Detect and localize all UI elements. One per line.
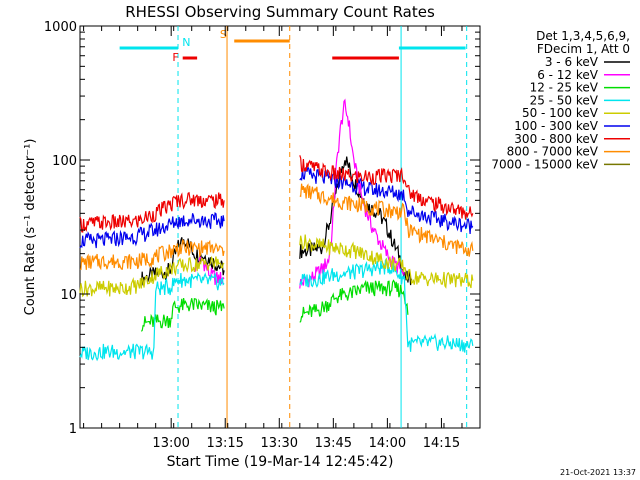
legend-label: 100 - 300 keV xyxy=(514,119,598,133)
flag-label: S xyxy=(220,28,227,41)
series-line xyxy=(140,297,225,332)
y-axis: 1 10 100 1000 xyxy=(44,20,480,437)
y-tick-label: 100 xyxy=(52,154,77,169)
flag-bars: NF S xyxy=(119,28,466,64)
plot-frame xyxy=(79,25,481,429)
x-tick-label: 14:00 xyxy=(369,436,406,451)
x-tick-label: 13:30 xyxy=(261,436,298,451)
y-axis-label: Count Rate (s⁻¹ detector⁻¹) xyxy=(23,139,38,316)
y-tick-label: 1000 xyxy=(44,20,77,35)
legend-label: 6 - 12 keV xyxy=(537,68,599,82)
x-tick-label: 13:15 xyxy=(206,436,243,451)
y-tick-label: 1 xyxy=(69,422,77,437)
legend-label: 3 - 6 keV xyxy=(545,55,599,69)
legend-label: 25 - 50 keV xyxy=(530,93,599,107)
series-line xyxy=(79,211,225,249)
series-line xyxy=(299,279,409,323)
series-group xyxy=(79,98,474,362)
legend-header-line-1: Det 1,3,4,5,6,9, xyxy=(536,29,630,43)
legend-label: 12 - 25 keV xyxy=(530,81,599,95)
legend: Det 1,3,4,5,6,9, FDecim 1, Att 0 3 - 6 k… xyxy=(491,29,630,171)
x-axis-label: Start Time (19-Mar-14 12:45:42) xyxy=(167,454,394,470)
chart-title: RHESSI Observing Summary Count Rates xyxy=(125,3,435,21)
series-line xyxy=(299,234,474,289)
legend-label: 50 - 100 keV xyxy=(522,106,599,120)
legend-label: 300 - 800 keV xyxy=(514,132,598,146)
x-tick-label: 14:15 xyxy=(423,436,460,451)
x-axis: 13:00 13:15 13:30 13:45 14:00 14:15 xyxy=(83,26,463,451)
series-line xyxy=(299,98,405,289)
flag-label: N xyxy=(182,36,190,49)
series-line xyxy=(299,155,474,220)
y-tick-label: 10 xyxy=(60,288,77,303)
series-line xyxy=(299,165,474,234)
legend-header-line-2: FDecim 1, Att 0 xyxy=(537,42,630,56)
series-line xyxy=(79,271,225,362)
series-line xyxy=(79,255,225,298)
flag-vertical-lines xyxy=(177,26,468,428)
legend-label: 7000 - 15000 keV xyxy=(491,157,598,171)
series-line xyxy=(79,238,225,271)
flag-label: F xyxy=(172,51,178,64)
legend-label: 800 - 7000 keV xyxy=(507,145,599,159)
series-line xyxy=(299,183,474,257)
x-tick-label: 13:45 xyxy=(315,436,352,451)
series-line xyxy=(79,191,225,233)
footer-date: 21-Oct-2021 13:37 xyxy=(560,468,636,477)
x-tick-label: 13:00 xyxy=(152,436,189,451)
